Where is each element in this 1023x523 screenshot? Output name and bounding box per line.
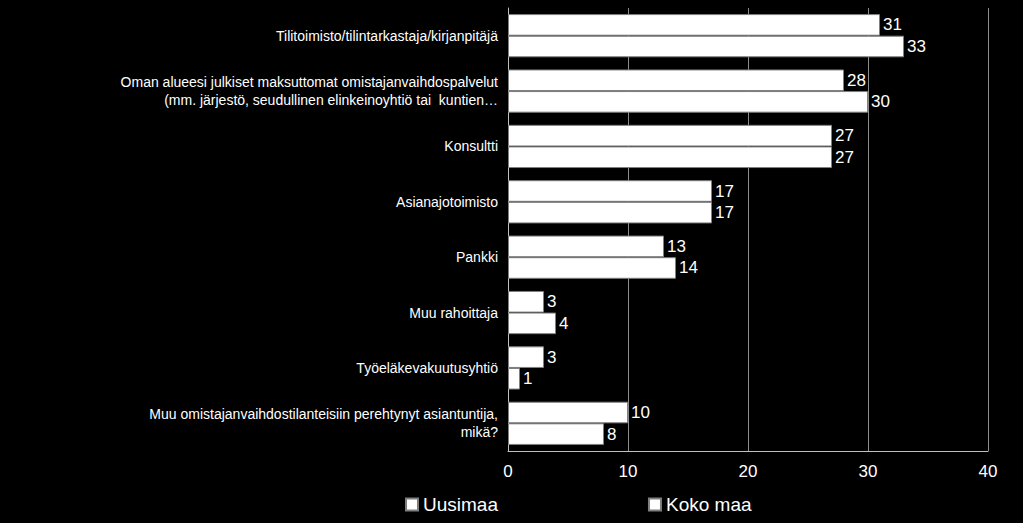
svg-text:Uusimaa: Uusimaa — [423, 494, 498, 515]
svg-text:30: 30 — [871, 92, 890, 111]
svg-text:Muu rahoittaja: Muu rahoittaja — [409, 305, 498, 321]
svg-text:mikä?: mikä? — [461, 424, 499, 440]
svg-text:31: 31 — [883, 15, 902, 34]
svg-text:Oman alueesi julkiset maksutto: Oman alueesi julkiset maksuttomat omista… — [121, 74, 499, 90]
svg-text:4: 4 — [559, 314, 568, 333]
svg-text:27: 27 — [835, 148, 854, 167]
svg-text:27: 27 — [835, 126, 854, 145]
svg-text:Konsultti: Konsultti — [444, 138, 498, 154]
svg-text:Asianajotoimisto: Asianajotoimisto — [396, 194, 498, 210]
svg-text:17: 17 — [715, 203, 734, 222]
svg-text:20: 20 — [739, 462, 758, 481]
svg-text:30: 30 — [859, 462, 878, 481]
svg-text:0: 0 — [503, 462, 512, 481]
svg-text:Muu omistajanvaihdostilanteisi: Muu omistajanvaihdostilanteisiin perehty… — [149, 406, 498, 422]
svg-text:28: 28 — [847, 71, 866, 90]
svg-text:33: 33 — [907, 37, 926, 56]
svg-text:Tilitoimisto/tilintarkastaja/k: Tilitoimisto/tilintarkastaja/kirjanpitäj… — [276, 28, 498, 44]
svg-text:Koko maa: Koko maa — [666, 494, 752, 515]
svg-text:13: 13 — [667, 237, 686, 256]
svg-text:3: 3 — [547, 348, 556, 367]
svg-text:Pankki: Pankki — [456, 249, 498, 265]
svg-text:10: 10 — [619, 462, 638, 481]
svg-text:8: 8 — [607, 425, 616, 444]
svg-text:10: 10 — [631, 403, 650, 422]
svg-text:(mm. järjestö, seudullinen eli: (mm. järjestö, seudullinen elinkeinoyhti… — [164, 92, 498, 108]
svg-text:14: 14 — [679, 258, 698, 277]
svg-text:3: 3 — [547, 292, 556, 311]
svg-text:40: 40 — [979, 462, 998, 481]
svg-text:17: 17 — [715, 182, 734, 201]
svg-text:Työeläkevakuutusyhtiö: Työeläkevakuutusyhtiö — [356, 360, 498, 376]
svg-text:1: 1 — [523, 369, 532, 388]
